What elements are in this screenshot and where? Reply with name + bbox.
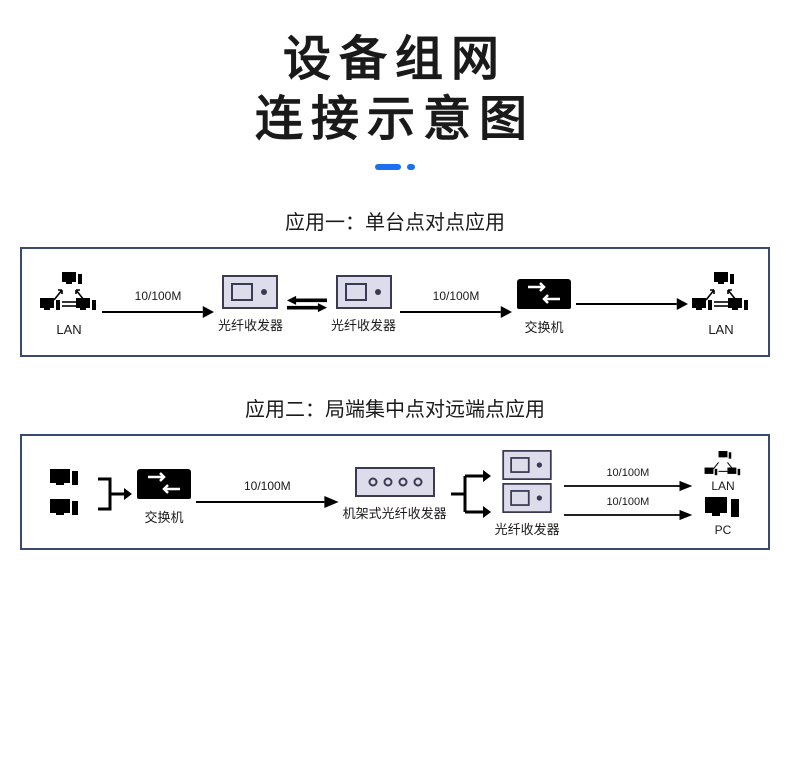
node-end-lan-label: LAN xyxy=(711,479,734,493)
section-1-heading: 应用一：单台点对点应用 xyxy=(20,206,770,235)
lan-cluster-icon xyxy=(40,272,98,316)
node-tx-right-label: 光纤收发器 xyxy=(331,315,396,334)
node-tx-right: 光纤收发器 xyxy=(331,275,396,334)
node-lan-left-label: LAN xyxy=(56,322,81,337)
pc-icon xyxy=(705,497,741,523)
edge-1-0-speed: 10/100M xyxy=(135,289,182,303)
node-tx-stack-label: 光纤收发器 xyxy=(495,519,560,538)
edge-2-1-speed: 10/100M xyxy=(244,479,291,493)
lan-cluster-small-icon xyxy=(702,451,744,479)
section-1: 应用一：单台点对点应用 LAN 10 xyxy=(20,206,770,357)
section-2-panel: 交换机 10/100M 机架式光纤收发器 xyxy=(20,434,770,550)
pc-pair-icon xyxy=(50,469,84,519)
node-lan-right: LAN xyxy=(692,272,750,337)
title-line-2: 连接示意图 xyxy=(20,90,770,150)
fanout-arrow-icon xyxy=(451,466,491,522)
section-2-heading: 应用二：局端集中点对远端点应用 xyxy=(20,393,770,422)
edge-2-3-speed: 10/100M xyxy=(606,467,649,479)
edge-2-split: 10/100M 10/100M xyxy=(560,467,696,521)
arrow-right-icon xyxy=(400,305,512,319)
section-1-panel: LAN 10/100M 光纤收发器 xyxy=(20,247,770,357)
node-rack-tx: 机架式光纤收发器 xyxy=(343,467,447,522)
node-end-lan: LAN xyxy=(702,451,744,493)
edge-2-4: 10/100M xyxy=(564,496,692,521)
node-end-column: LAN PC xyxy=(696,451,750,537)
node-rack-tx-label: 机架式光纤收发器 xyxy=(343,503,447,522)
node-tx-stack: 光纤收发器 xyxy=(495,450,560,538)
node-switch-1-label: 交换机 xyxy=(524,317,563,336)
arrow-right-icon xyxy=(564,509,692,521)
edge-1-1 xyxy=(283,295,331,313)
node-lan-left: LAN xyxy=(40,272,98,337)
edge-1-2: 10/100M xyxy=(396,289,516,319)
edge-2-3: 10/100M xyxy=(564,467,692,492)
transceiver-icon xyxy=(336,275,392,309)
accent-dash xyxy=(375,164,415,170)
node-switch-2: 交换机 xyxy=(136,463,192,526)
node-lan-right-label: LAN xyxy=(708,322,733,337)
merge-arrow-icon xyxy=(98,469,132,519)
title-block: 设备组网 连接示意图 xyxy=(20,30,770,170)
edge-2-1: 10/100M xyxy=(192,479,343,509)
lan-cluster-icon xyxy=(692,272,750,316)
arrow-right-icon xyxy=(564,480,692,492)
edge-2-4-speed: 10/100M xyxy=(606,496,649,508)
edge-1-2-speed: 10/100M xyxy=(433,289,480,303)
switch-icon xyxy=(136,463,192,501)
rack-transceiver-icon xyxy=(355,467,435,497)
transceiver-icon xyxy=(501,450,553,480)
edge-1-0: 10/100M xyxy=(98,289,218,319)
node-pc-pair xyxy=(40,469,94,519)
switch-icon xyxy=(516,273,572,311)
node-tx-left: 光纤收发器 xyxy=(218,275,283,334)
arrow-right-icon xyxy=(196,495,339,509)
transceiver-icon xyxy=(501,483,553,513)
node-end-pc-label: PC xyxy=(715,523,732,537)
edge-1-3 xyxy=(572,297,692,311)
node-end-pc: PC xyxy=(705,497,741,537)
node-tx-left-label: 光纤收发器 xyxy=(218,315,283,334)
edge-2-2 xyxy=(447,466,495,522)
edge-2-0 xyxy=(94,469,136,519)
node-switch-2-label: 交换机 xyxy=(144,507,183,526)
arrow-right-icon xyxy=(576,297,688,311)
transceiver-icon xyxy=(222,275,278,309)
title-line-1: 设备组网 xyxy=(20,30,770,90)
arrow-bi-icon xyxy=(287,295,327,313)
node-switch-1: 交换机 xyxy=(516,273,572,336)
section-2: 应用二：局端集中点对远端点应用 xyxy=(20,393,770,550)
arrow-right-icon xyxy=(102,305,214,319)
